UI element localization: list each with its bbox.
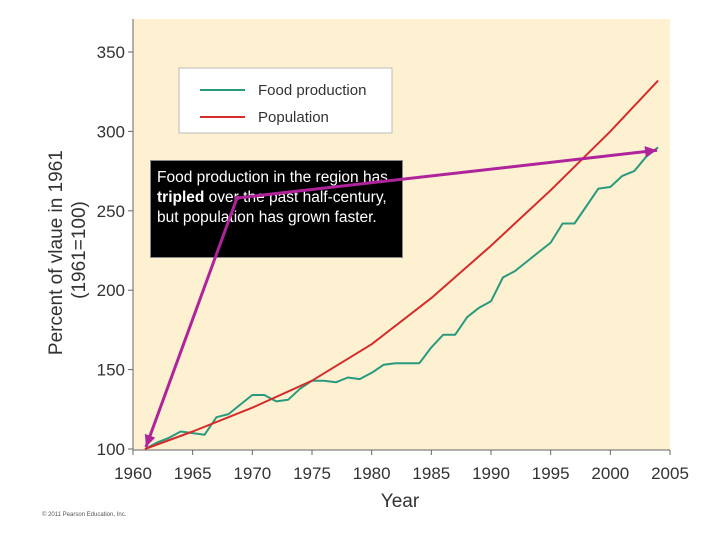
y-axis-title-line-1: Percent of vlaue in 1961 — [46, 150, 67, 355]
y-tick-label: 350 — [97, 43, 125, 62]
callout-text-1: Food production in the region has — [157, 169, 388, 186]
y-tick-label: 100 — [97, 440, 125, 459]
x-tick-label: 1970 — [233, 464, 271, 483]
callout-emphasis: tripled — [157, 189, 205, 206]
x-tick-label: 1965 — [174, 464, 212, 483]
x-tick-label: 1985 — [412, 464, 450, 483]
legend-label-population: Population — [258, 109, 329, 126]
x-tick-label: 1980 — [353, 464, 391, 483]
y-axis-title-line-2: (1961=100) — [69, 201, 90, 299]
x-axis-title: Year — [381, 491, 420, 512]
y-tick-label: 300 — [97, 122, 125, 141]
legend-label-food: Food production — [258, 82, 366, 99]
callout-box: Food production in the region has triple… — [150, 160, 403, 258]
x-tick-label: 1995 — [532, 464, 570, 483]
y-tick-label: 200 — [97, 281, 125, 300]
x-tick-label: 1960 — [114, 464, 152, 483]
x-tick-label: 2005 — [651, 464, 689, 483]
y-tick-label: 250 — [97, 202, 125, 221]
legend-box — [178, 67, 393, 134]
x-tick-label: 1990 — [472, 464, 510, 483]
y-tick-label: 150 — [97, 361, 125, 380]
copyright-text: © 2011 Pearson Education, Inc. — [42, 511, 127, 518]
legend: Food production Population — [178, 67, 393, 134]
x-tick-label: 1975 — [293, 464, 331, 483]
x-tick-label: 2000 — [591, 464, 629, 483]
y-axis-title: Percent of vlaue in 1961 (1961=100) — [46, 145, 90, 355]
